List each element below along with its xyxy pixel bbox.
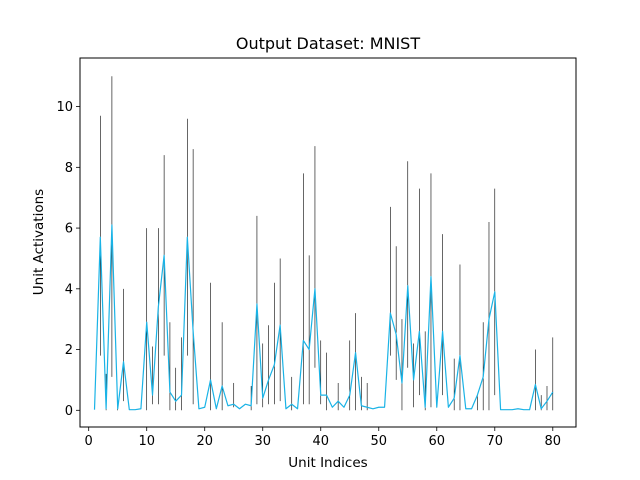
y-axis-label: Unit Activations xyxy=(31,189,47,295)
y-tick-label: 6 xyxy=(65,222,73,237)
y-tick-label: 4 xyxy=(65,282,73,297)
x-tick-label: 40 xyxy=(312,434,329,449)
x-tick-label: 30 xyxy=(254,434,271,449)
x-tick-label: 20 xyxy=(196,434,213,449)
x-tick-label: 50 xyxy=(370,434,387,449)
y-axis: 0 2 4 6 8 10 xyxy=(56,100,80,419)
x-tick-label: 60 xyxy=(428,434,445,449)
y-tick-label: 10 xyxy=(56,100,73,115)
x-axis-label: Unit Indices xyxy=(288,455,367,471)
x-axis: 0 10 20 30 40 50 60 70 80 xyxy=(85,427,562,449)
y-tick-label: 8 xyxy=(65,161,73,176)
x-tick-label: 80 xyxy=(545,434,562,449)
x-tick-label: 0 xyxy=(85,434,93,449)
x-tick-label: 70 xyxy=(487,434,504,449)
y-tick-label: 2 xyxy=(65,343,73,358)
y-tick-label: 0 xyxy=(65,404,73,419)
plot-frame xyxy=(79,57,577,428)
mean-activation-line xyxy=(93,224,554,411)
chart-title: Output Dataset: MNIST xyxy=(236,34,420,53)
x-tick-label: 10 xyxy=(138,434,155,449)
plot-area xyxy=(93,76,554,411)
